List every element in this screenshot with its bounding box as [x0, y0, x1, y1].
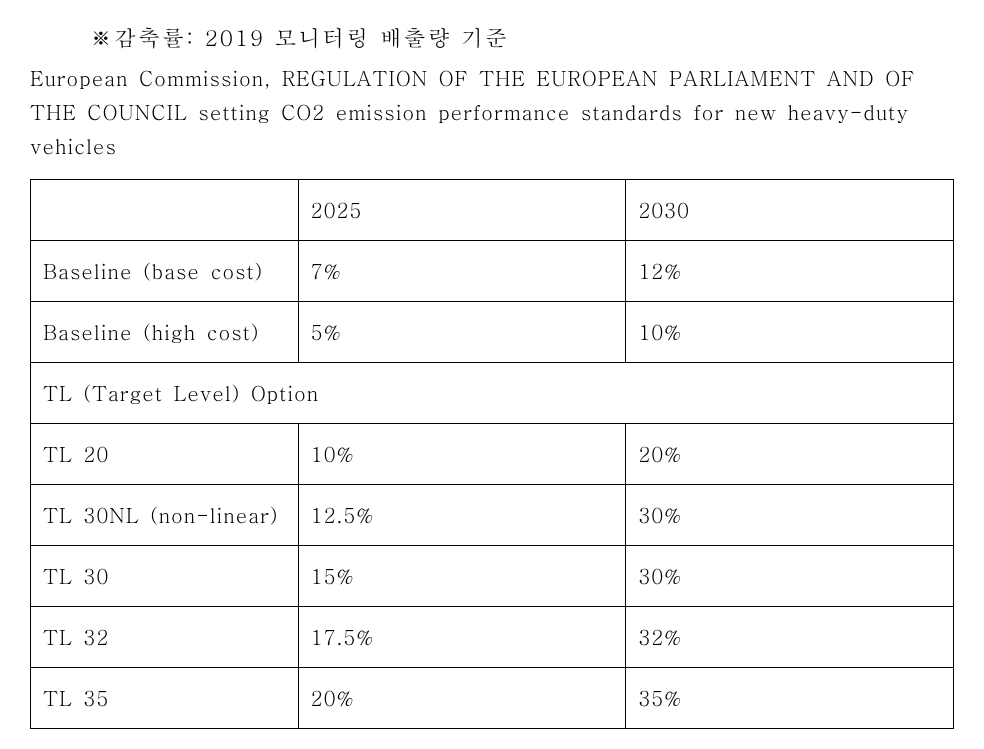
header-year: 2030: [626, 180, 954, 241]
row-value-2025: 5%: [298, 302, 626, 363]
table-body: 20252030Baseline (base cost)7%12%Baselin…: [31, 180, 954, 729]
header-empty: [31, 180, 299, 241]
header-year: 2025: [298, 180, 626, 241]
section-label: TL (Target Level) Option: [31, 363, 954, 424]
row-value-2025: 12.5%: [298, 485, 626, 546]
table-row: TL 30NL (non-linear)12.5%30%: [31, 485, 954, 546]
row-label: TL 30NL (non-linear): [31, 485, 299, 546]
row-value-2030: 35%: [626, 668, 954, 729]
row-value-2030: 32%: [626, 607, 954, 668]
row-value-2025: 7%: [298, 241, 626, 302]
header-note: ※감축률: 2019 모니터링 배출량 기준: [90, 20, 954, 55]
table-row: TL 3520%35%: [31, 668, 954, 729]
row-value-2025: 15%: [298, 546, 626, 607]
row-value-2025: 20%: [298, 668, 626, 729]
table-row: Baseline (high cost)5%10%: [31, 302, 954, 363]
row-value-2030: 12%: [626, 241, 954, 302]
table-row: TL 2010%20%: [31, 424, 954, 485]
section-row: TL (Target Level) Option: [31, 363, 954, 424]
row-value-2030: 30%: [626, 485, 954, 546]
row-label: TL 35: [31, 668, 299, 729]
row-label: TL 32: [31, 607, 299, 668]
table-row: TL 3015%30%: [31, 546, 954, 607]
sub-note: European Commission, REGULATION OF THE E…: [30, 61, 954, 163]
row-value-2030: 20%: [626, 424, 954, 485]
row-label: Baseline (high cost): [31, 302, 299, 363]
row-label: TL 30: [31, 546, 299, 607]
row-value-2025: 10%: [298, 424, 626, 485]
row-value-2025: 17.5%: [298, 607, 626, 668]
row-label: Baseline (base cost): [31, 241, 299, 302]
table-row: TL 3217.5%32%: [31, 607, 954, 668]
row-value-2030: 30%: [626, 546, 954, 607]
table-row: Baseline (base cost)7%12%: [31, 241, 954, 302]
table-header-row: 20252030: [31, 180, 954, 241]
row-value-2030: 10%: [626, 302, 954, 363]
emissions-table: 20252030Baseline (base cost)7%12%Baselin…: [30, 179, 954, 729]
row-label: TL 20: [31, 424, 299, 485]
